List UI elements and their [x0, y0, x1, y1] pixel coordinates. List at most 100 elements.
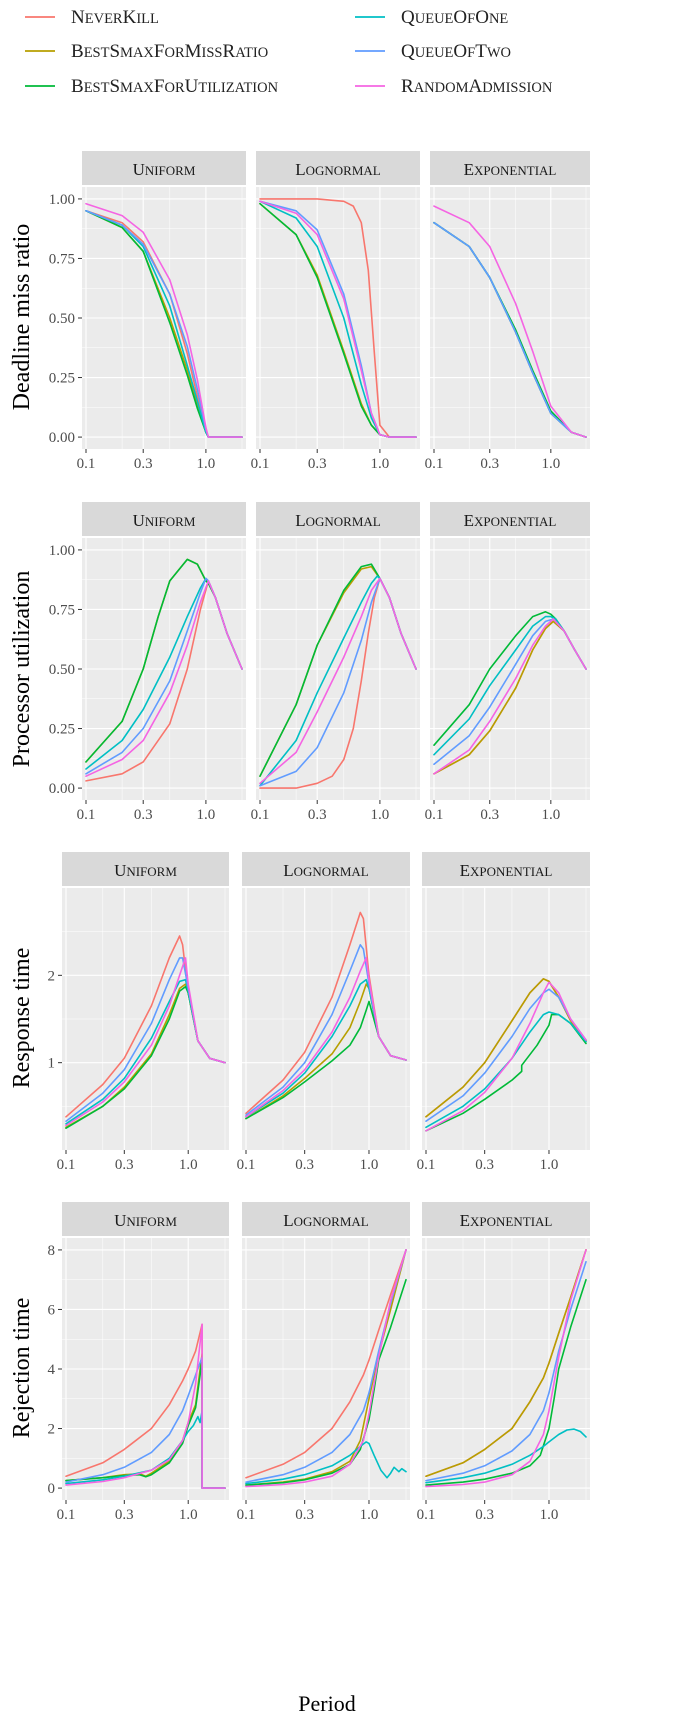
x-tick-label: 0.3 — [308, 807, 327, 823]
panel-exponential: EXPONENTIAL 0.1 0.3 1.0 — [417, 1202, 590, 1523]
legend: NEVERKILL BESTSMAXFORMISSRATIO BESTSMAXFOR… — [25, 7, 553, 97]
legend-label: BESTSMAXFORMISSRATIO — [71, 41, 268, 62]
legend-item-queue-of-two: QUEUEOFTWO — [355, 41, 511, 62]
legend-item-never-kill: NEVERKILL — [25, 7, 159, 28]
y-tick-label: 1.00 — [49, 192, 75, 208]
y-tick-label: 0.50 — [49, 311, 75, 327]
x-tick-label: 0.3 — [134, 456, 153, 472]
x-tick-label: 1.0 — [371, 807, 390, 823]
panel-exponential: EXPONENTIAL 0.1 0.3 1.0 — [417, 852, 590, 1173]
panel-uniform: UNIFORM 0.1 0.3 1.0 0.00 0.25 0.50 0.75 1.00 — [49, 502, 246, 823]
y-axis-label: Deadline miss ratio — [9, 224, 35, 411]
x-tick-label: 0.1 — [425, 807, 444, 823]
facet-title: UNIFORM — [133, 511, 196, 530]
y-tick-label: 2 — [48, 1422, 56, 1438]
facet-row-rejectiontime: Rejection time UNIFORM 0.1 0.3 1.0 0 2 4 6 8 LOGNO… — [9, 1202, 590, 1523]
y-tick-label: 0 — [48, 1481, 56, 1497]
facet-title: LOGNORMAL — [295, 160, 381, 179]
x-tick-label: 0.1 — [417, 1507, 436, 1523]
y-axis-label: Response time — [9, 948, 35, 1089]
facet-title: LOGNORMAL — [283, 1211, 369, 1230]
legend-label: QUEUEOFTWO — [401, 41, 511, 62]
x-tick-label: 0.1 — [77, 456, 96, 472]
x-tick-label: 1.0 — [360, 1507, 379, 1523]
panel-uniform: UNIFORM 0.1 0.3 1.0 0.00 0.25 0.50 0.75 1.00 — [49, 151, 246, 472]
x-tick-label: 0.1 — [251, 456, 270, 472]
x-tick-label: 0.1 — [237, 1157, 256, 1173]
x-tick-label: 0.1 — [237, 1507, 256, 1523]
legend-item-best-smax-for-miss-ratio: BESTSMAXFORMISSRATIO — [25, 41, 268, 62]
panel-exponential: EXPONENTIAL 0.1 0.3 1.0 — [425, 502, 590, 823]
facet-title: UNIFORM — [114, 861, 177, 880]
x-tick-label: 0.3 — [475, 1507, 494, 1523]
facet-title: UNIFORM — [133, 160, 196, 179]
y-tick-label: 0.75 — [49, 602, 75, 618]
facet-title: EXPONENTIAL — [460, 1211, 553, 1230]
legend-item-queue-of-one: QUEUEOFONE — [355, 7, 508, 28]
panel-uniform: UNIFORM0.1 0.3 1.002468 — [48, 1202, 230, 1523]
y-axis-label: Rejection time — [9, 1298, 35, 1439]
x-tick-label: 0.3 — [295, 1507, 314, 1523]
y-tick-label: 2 — [48, 968, 56, 984]
legend-item-random-admission: RANDOMADMISSION — [355, 76, 553, 97]
x-tick-label: 1.0 — [197, 456, 216, 472]
y-tick-label: 0.25 — [49, 722, 75, 738]
x-tick-label: 1.0 — [179, 1157, 198, 1173]
panel-lognormal: LOGNORMAL 0.1 0.3 1.0 — [251, 502, 420, 823]
panel-lognormal: LOGNORMAL 0.1 0.3 1.0 — [237, 1202, 410, 1523]
facet-title: EXPONENTIAL — [460, 861, 553, 880]
x-tick-label: 1.0 — [540, 1507, 559, 1523]
panel-lognormal: LOGNORMAL 0.1 0.3 1.0 — [251, 151, 420, 472]
y-tick-label: 0.50 — [49, 662, 75, 678]
y-tick-label: 0.25 — [49, 371, 75, 387]
x-tick-label: 1.0 — [197, 807, 216, 823]
x-tick-label: 0.3 — [134, 807, 153, 823]
y-tick-label: 0.00 — [49, 430, 75, 446]
x-tick-label: 0.1 — [57, 1157, 76, 1173]
y-tick-label: 4 — [48, 1362, 56, 1378]
x-tick-label: 1.0 — [360, 1157, 379, 1173]
y-tick-label: 0.00 — [49, 781, 75, 797]
facet-title: LOGNORMAL — [283, 861, 369, 880]
x-tick-label: 0.1 — [77, 807, 96, 823]
facet-row-processorutilization: Processor utilization UNIFORM 0.1 0.3 1.0 0.0… — [9, 502, 590, 823]
panel-lognormal: LOGNORMAL 0.1 0.3 1.0 — [237, 852, 410, 1173]
x-tick-label: 0.1 — [251, 807, 270, 823]
x-tick-label: 0.1 — [417, 1157, 436, 1173]
x-tick-label: 0.1 — [425, 456, 444, 472]
facet-row-responsetime: Response time UNIFORM 0.1 0.3 1.0 1 2 LOGNORMAL… — [9, 852, 590, 1173]
x-tick-label: 0.3 — [308, 456, 327, 472]
x-tick-label: 0.3 — [115, 1157, 134, 1173]
x-tick-label: 0.1 — [57, 1507, 76, 1523]
panel-exponential: EXPONENTIAL 0.1 0.3 1.0 — [425, 151, 590, 472]
panel-uniform: UNIFORM 0.1 0.3 1.0 1 2 — [48, 852, 230, 1173]
x-axis-label: Period — [298, 1691, 355, 1716]
legend-label: NEVERKILL — [71, 7, 159, 28]
facet-title: EXPONENTIAL — [464, 160, 557, 179]
legend-label: BESTSMAXFORUTILIZATION — [71, 76, 279, 97]
y-tick-label: 1 — [48, 1056, 56, 1072]
x-tick-label: 1.0 — [179, 1507, 198, 1523]
legend-label: RANDOMADMISSION — [401, 76, 553, 97]
x-tick-label: 0.3 — [295, 1157, 314, 1173]
x-tick-label: 0.3 — [475, 1157, 494, 1173]
x-tick-label: 0.3 — [480, 456, 499, 472]
facet-title: LOGNORMAL — [295, 511, 381, 530]
x-tick-label: 0.3 — [115, 1507, 134, 1523]
x-tick-label: 1.0 — [371, 456, 390, 472]
legend-item-best-smax-for-utilization: BESTSMAXFORUTILIZATION — [25, 76, 279, 97]
y-tick-label: 0.75 — [49, 251, 75, 267]
y-tick-label: 6 — [48, 1302, 56, 1318]
y-tick-label: 1.00 — [49, 543, 75, 559]
x-tick-label: 0.3 — [480, 807, 499, 823]
x-tick-label: 1.0 — [540, 1157, 559, 1173]
x-tick-label: 1.0 — [541, 456, 560, 472]
legend-label: QUEUEOFONE — [401, 7, 508, 28]
y-tick-label: 8 — [48, 1243, 56, 1259]
y-axis-label: Processor utilization — [9, 571, 35, 768]
facet-title: EXPONENTIAL — [464, 511, 557, 530]
x-tick-label: 1.0 — [541, 807, 560, 823]
